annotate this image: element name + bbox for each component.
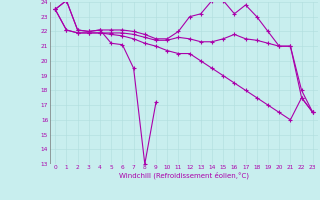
X-axis label: Windchill (Refroidissement éolien,°C): Windchill (Refroidissement éolien,°C)	[119, 172, 249, 179]
